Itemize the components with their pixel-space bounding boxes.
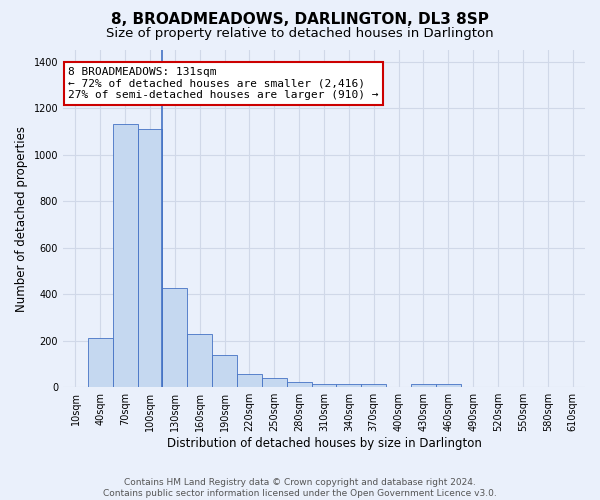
Bar <box>137 129 163 387</box>
Bar <box>88 338 113 387</box>
Bar <box>411 384 436 387</box>
Text: Contains HM Land Registry data © Crown copyright and database right 2024.
Contai: Contains HM Land Registry data © Crown c… <box>103 478 497 498</box>
Bar <box>436 384 461 387</box>
Bar <box>212 354 237 387</box>
Text: 8 BROADMEADOWS: 131sqm
← 72% of detached houses are smaller (2,416)
27% of semi-: 8 BROADMEADOWS: 131sqm ← 72% of detached… <box>68 67 379 100</box>
Bar <box>113 124 137 387</box>
Bar <box>187 334 212 387</box>
Bar <box>287 382 311 387</box>
Bar <box>237 374 262 387</box>
Bar <box>262 378 287 387</box>
Text: Size of property relative to detached houses in Darlington: Size of property relative to detached ho… <box>106 28 494 40</box>
X-axis label: Distribution of detached houses by size in Darlington: Distribution of detached houses by size … <box>167 437 481 450</box>
Bar <box>361 384 386 387</box>
Y-axis label: Number of detached properties: Number of detached properties <box>15 126 28 312</box>
Bar <box>311 384 337 387</box>
Bar <box>163 288 187 387</box>
Text: 8, BROADMEADOWS, DARLINGTON, DL3 8SP: 8, BROADMEADOWS, DARLINGTON, DL3 8SP <box>111 12 489 28</box>
Bar <box>337 384 361 387</box>
